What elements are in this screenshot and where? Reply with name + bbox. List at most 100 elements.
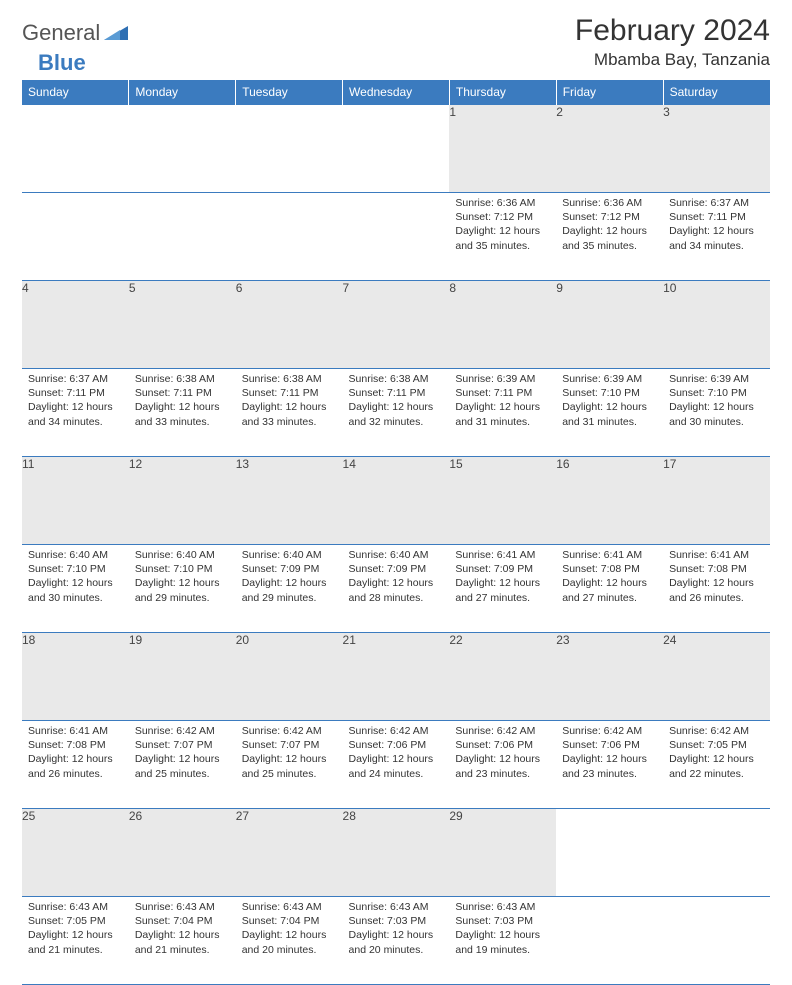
day-details: Sunrise: 6:41 AMSunset: 7:08 PMDaylight:… bbox=[556, 545, 663, 609]
day-body-cell: Sunrise: 6:43 AMSunset: 7:03 PMDaylight:… bbox=[343, 897, 450, 985]
logo: General bbox=[22, 20, 130, 46]
day-number-cell: 4 bbox=[22, 281, 129, 369]
day-number-cell: 23 bbox=[556, 633, 663, 721]
day-details: Sunrise: 6:37 AMSunset: 7:11 PMDaylight:… bbox=[22, 369, 129, 433]
day-details: Sunrise: 6:40 AMSunset: 7:10 PMDaylight:… bbox=[129, 545, 236, 609]
calendar-table: SundayMondayTuesdayWednesdayThursdayFrid… bbox=[22, 80, 770, 985]
day-body-cell: Sunrise: 6:43 AMSunset: 7:04 PMDaylight:… bbox=[236, 897, 343, 985]
day-details: Sunrise: 6:43 AMSunset: 7:05 PMDaylight:… bbox=[22, 897, 129, 961]
day-number-cell bbox=[556, 809, 663, 897]
day-body-cell: Sunrise: 6:42 AMSunset: 7:06 PMDaylight:… bbox=[343, 721, 450, 809]
day-number-cell: 16 bbox=[556, 457, 663, 545]
day-body-cell: Sunrise: 6:40 AMSunset: 7:09 PMDaylight:… bbox=[236, 545, 343, 633]
day-number-cell: 7 bbox=[343, 281, 450, 369]
day-number-cell bbox=[22, 105, 129, 193]
day-details: Sunrise: 6:43 AMSunset: 7:04 PMDaylight:… bbox=[129, 897, 236, 961]
weekday-header: Monday bbox=[129, 80, 236, 105]
day-body-cell: Sunrise: 6:42 AMSunset: 7:06 PMDaylight:… bbox=[449, 721, 556, 809]
day-number-cell: 28 bbox=[343, 809, 450, 897]
day-body-cell bbox=[236, 193, 343, 281]
day-details: Sunrise: 6:41 AMSunset: 7:09 PMDaylight:… bbox=[449, 545, 556, 609]
logo-text-general: General bbox=[22, 20, 100, 46]
day-number-cell: 25 bbox=[22, 809, 129, 897]
day-number-cell: 17 bbox=[663, 457, 770, 545]
day-details: Sunrise: 6:40 AMSunset: 7:09 PMDaylight:… bbox=[343, 545, 450, 609]
day-details: Sunrise: 6:42 AMSunset: 7:06 PMDaylight:… bbox=[343, 721, 450, 785]
day-body-cell: Sunrise: 6:38 AMSunset: 7:11 PMDaylight:… bbox=[236, 369, 343, 457]
day-body-cell: Sunrise: 6:41 AMSunset: 7:08 PMDaylight:… bbox=[22, 721, 129, 809]
day-body-cell: Sunrise: 6:36 AMSunset: 7:12 PMDaylight:… bbox=[449, 193, 556, 281]
day-number-cell: 19 bbox=[129, 633, 236, 721]
day-number-cell: 9 bbox=[556, 281, 663, 369]
day-body-cell bbox=[129, 193, 236, 281]
day-number-cell: 1 bbox=[449, 105, 556, 193]
day-number-cell bbox=[129, 105, 236, 193]
logo-text-blue: Blue bbox=[38, 50, 86, 76]
day-details: Sunrise: 6:38 AMSunset: 7:11 PMDaylight:… bbox=[236, 369, 343, 433]
day-details: Sunrise: 6:42 AMSunset: 7:06 PMDaylight:… bbox=[556, 721, 663, 785]
day-body-cell: Sunrise: 6:42 AMSunset: 7:05 PMDaylight:… bbox=[663, 721, 770, 809]
weekday-header: Thursday bbox=[449, 80, 556, 105]
calendar-body: 123Sunrise: 6:36 AMSunset: 7:12 PMDaylig… bbox=[22, 105, 770, 985]
month-title: February 2024 bbox=[575, 14, 770, 48]
day-body-cell bbox=[556, 897, 663, 985]
page-header: General February 2024 Mbamba Bay, Tanzan… bbox=[22, 14, 770, 70]
day-details: Sunrise: 6:42 AMSunset: 7:07 PMDaylight:… bbox=[129, 721, 236, 785]
day-details: Sunrise: 6:36 AMSunset: 7:12 PMDaylight:… bbox=[556, 193, 663, 257]
day-number-cell: 20 bbox=[236, 633, 343, 721]
day-number-cell: 10 bbox=[663, 281, 770, 369]
day-number-cell bbox=[236, 105, 343, 193]
day-body-cell: Sunrise: 6:43 AMSunset: 7:05 PMDaylight:… bbox=[22, 897, 129, 985]
day-number-cell: 22 bbox=[449, 633, 556, 721]
day-number-cell: 6 bbox=[236, 281, 343, 369]
day-body-cell: Sunrise: 6:40 AMSunset: 7:09 PMDaylight:… bbox=[343, 545, 450, 633]
day-body-cell: Sunrise: 6:36 AMSunset: 7:12 PMDaylight:… bbox=[556, 193, 663, 281]
weekday-header: Friday bbox=[556, 80, 663, 105]
weekday-header: Saturday bbox=[663, 80, 770, 105]
day-details: Sunrise: 6:43 AMSunset: 7:03 PMDaylight:… bbox=[449, 897, 556, 961]
logo-mark-icon bbox=[104, 22, 128, 45]
day-details: Sunrise: 6:42 AMSunset: 7:06 PMDaylight:… bbox=[449, 721, 556, 785]
day-number-cell: 11 bbox=[22, 457, 129, 545]
day-number-cell: 27 bbox=[236, 809, 343, 897]
day-number-cell: 18 bbox=[22, 633, 129, 721]
day-number-cell: 29 bbox=[449, 809, 556, 897]
day-details: Sunrise: 6:38 AMSunset: 7:11 PMDaylight:… bbox=[343, 369, 450, 433]
day-number-cell: 3 bbox=[663, 105, 770, 193]
day-details: Sunrise: 6:43 AMSunset: 7:04 PMDaylight:… bbox=[236, 897, 343, 961]
day-details: Sunrise: 6:41 AMSunset: 7:08 PMDaylight:… bbox=[663, 545, 770, 609]
day-number-cell: 21 bbox=[343, 633, 450, 721]
day-number-cell: 12 bbox=[129, 457, 236, 545]
day-details: Sunrise: 6:43 AMSunset: 7:03 PMDaylight:… bbox=[343, 897, 450, 961]
day-body-cell: Sunrise: 6:37 AMSunset: 7:11 PMDaylight:… bbox=[663, 193, 770, 281]
day-details: Sunrise: 6:37 AMSunset: 7:11 PMDaylight:… bbox=[663, 193, 770, 257]
day-body-cell: Sunrise: 6:38 AMSunset: 7:11 PMDaylight:… bbox=[343, 369, 450, 457]
day-number-cell: 26 bbox=[129, 809, 236, 897]
day-details: Sunrise: 6:36 AMSunset: 7:12 PMDaylight:… bbox=[449, 193, 556, 257]
day-body-cell: Sunrise: 6:39 AMSunset: 7:10 PMDaylight:… bbox=[556, 369, 663, 457]
day-details: Sunrise: 6:39 AMSunset: 7:10 PMDaylight:… bbox=[556, 369, 663, 433]
day-body-cell: Sunrise: 6:40 AMSunset: 7:10 PMDaylight:… bbox=[22, 545, 129, 633]
day-details: Sunrise: 6:39 AMSunset: 7:10 PMDaylight:… bbox=[663, 369, 770, 433]
day-body-cell: Sunrise: 6:39 AMSunset: 7:11 PMDaylight:… bbox=[449, 369, 556, 457]
day-body-cell: Sunrise: 6:42 AMSunset: 7:07 PMDaylight:… bbox=[129, 721, 236, 809]
day-details: Sunrise: 6:40 AMSunset: 7:09 PMDaylight:… bbox=[236, 545, 343, 609]
day-body-cell bbox=[663, 897, 770, 985]
day-number-cell: 8 bbox=[449, 281, 556, 369]
day-details: Sunrise: 6:42 AMSunset: 7:05 PMDaylight:… bbox=[663, 721, 770, 785]
day-body-cell: Sunrise: 6:42 AMSunset: 7:06 PMDaylight:… bbox=[556, 721, 663, 809]
day-details: Sunrise: 6:38 AMSunset: 7:11 PMDaylight:… bbox=[129, 369, 236, 433]
day-body-cell: Sunrise: 6:41 AMSunset: 7:09 PMDaylight:… bbox=[449, 545, 556, 633]
day-body-cell: Sunrise: 6:38 AMSunset: 7:11 PMDaylight:… bbox=[129, 369, 236, 457]
day-number-cell: 2 bbox=[556, 105, 663, 193]
day-body-cell: Sunrise: 6:41 AMSunset: 7:08 PMDaylight:… bbox=[663, 545, 770, 633]
day-number-cell bbox=[343, 105, 450, 193]
day-number-cell: 13 bbox=[236, 457, 343, 545]
calendar-head: SundayMondayTuesdayWednesdayThursdayFrid… bbox=[22, 80, 770, 105]
day-number-cell: 5 bbox=[129, 281, 236, 369]
day-number-cell: 24 bbox=[663, 633, 770, 721]
day-body-cell: Sunrise: 6:37 AMSunset: 7:11 PMDaylight:… bbox=[22, 369, 129, 457]
day-body-cell: Sunrise: 6:40 AMSunset: 7:10 PMDaylight:… bbox=[129, 545, 236, 633]
day-number-cell: 14 bbox=[343, 457, 450, 545]
weekday-header: Sunday bbox=[22, 80, 129, 105]
